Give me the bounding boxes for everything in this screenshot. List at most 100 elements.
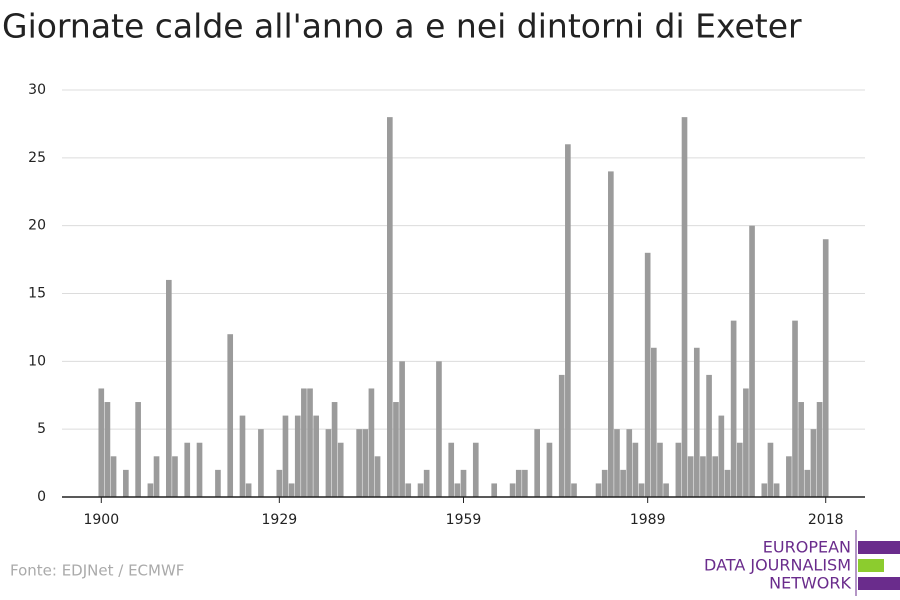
bar [276,469,283,497]
bar [620,469,626,497]
bar [749,225,755,497]
logo-text: EUROPEAN [763,538,851,557]
x-tick-label: 1989 [630,512,666,528]
bar [147,483,154,497]
bar [110,456,117,497]
bar [454,483,461,497]
bar [657,442,663,497]
bar [644,252,651,497]
bar [712,456,719,497]
bar [773,483,780,497]
bar [301,388,307,497]
source: Fonte: EDJNet / ECMWF [10,562,184,580]
bar [798,402,804,497]
chart-title: Giornate calde all'anno a e nei dintorni… [2,7,802,46]
bar [546,442,553,497]
bar [405,483,412,497]
y-tick-label: 15 [28,286,46,302]
bar [706,374,712,497]
logo-text: DATA JOURNALISM [704,556,851,575]
bar [632,442,639,497]
bar [294,415,301,497]
bar [601,469,608,497]
bar [368,388,375,497]
bar [215,469,221,497]
bar [626,429,633,497]
bar [786,456,792,497]
bar [743,388,749,497]
bar [135,402,141,497]
bar [608,171,614,497]
bar [331,402,338,497]
bar [792,320,798,497]
bar [387,117,393,497]
bar [307,388,313,497]
bar [374,456,381,497]
bar [571,483,577,497]
y-tick-label: 10 [28,353,46,369]
bar [337,442,344,497]
bar [393,402,399,497]
bar [165,279,172,497]
bar [663,483,669,497]
bar [448,442,455,497]
bar [239,415,246,497]
bar [767,442,774,497]
x-tick-label: 1959 [446,512,482,528]
y-tick-label: 30 [28,82,46,98]
bar [356,429,362,497]
bar [123,469,129,497]
bar [822,239,829,497]
bar [423,469,430,497]
bar [509,483,516,497]
bar [693,347,700,497]
bar [313,415,319,497]
bar [258,429,264,497]
bar [153,456,160,497]
x-tick-label: 1900 [83,512,119,528]
bar [362,429,369,497]
bar [736,442,743,497]
bar [227,334,234,497]
bar [700,456,706,497]
bar [417,483,424,497]
bar [436,361,442,497]
logo-bar [858,577,900,590]
bar [460,469,467,497]
y-tick-label: 25 [28,150,46,166]
bar [718,415,725,497]
y-tick-label: 0 [37,489,46,505]
bar [522,469,528,497]
x-tick-label: 1929 [262,512,298,528]
bar [515,469,522,497]
logo-bar [858,541,900,554]
bar [761,483,768,497]
bar [325,429,332,497]
bar [196,442,203,497]
bar [614,429,620,497]
bar [399,361,405,497]
y-tick-label: 5 [37,421,46,437]
x-tick-label: 2018 [808,512,844,528]
bar [104,402,111,497]
logo-bar [858,559,884,572]
bar [810,429,817,497]
bar [245,483,252,497]
bar [650,347,657,497]
bar [184,442,191,497]
y-tick-label: 20 [28,218,46,234]
bar [491,483,498,497]
bar [638,483,645,497]
bar [172,456,178,497]
bar [687,456,694,497]
logo-text: NETWORK [769,574,851,593]
bar [98,388,105,497]
bar [724,469,731,497]
bar [472,442,479,497]
bar [282,415,289,497]
bar [730,320,737,497]
bar [288,483,295,497]
bar [675,442,682,497]
bar [681,117,688,497]
